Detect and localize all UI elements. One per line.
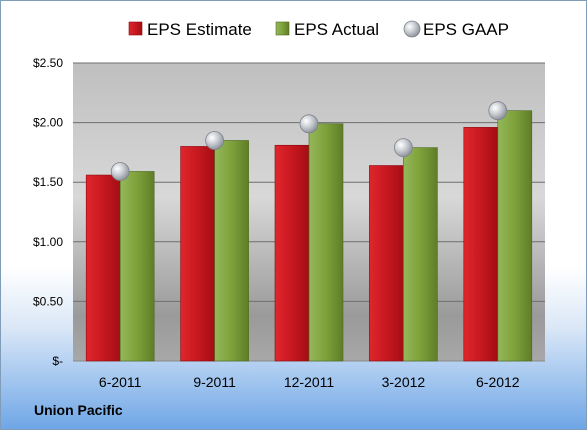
- estimate-bar: [180, 146, 215, 362]
- x-tick-label: 6-2012: [476, 374, 520, 390]
- actual-bar: [497, 110, 533, 362]
- y-tick-label: $1.50: [33, 175, 63, 189]
- estimate-bar: [85, 174, 121, 362]
- y-axis-ticks: $- $0.50 $1.00 $1.50 $2.00 $2.50: [33, 56, 63, 368]
- gaap-marker: [488, 101, 508, 121]
- x-tick-label: 6-2011: [99, 374, 142, 390]
- actual-bar: [308, 123, 344, 362]
- y-tick-label: $1.00: [33, 235, 63, 249]
- legend-actual-swatch: [275, 21, 290, 36]
- x-tick-label: 9-2011: [193, 374, 236, 390]
- estimate-bar: [463, 127, 499, 362]
- legend-gaap-swatch: [403, 20, 421, 38]
- gaap-markers: [110, 101, 508, 181]
- estimate-bar: [369, 165, 404, 362]
- x-axis-ticks: 6-2011 9-2011 12-2011 3-2012 6-2012: [99, 374, 520, 390]
- legend-estimate-swatch: [128, 21, 143, 36]
- actual-bar: [403, 147, 438, 362]
- gaap-marker: [299, 114, 319, 134]
- y-tick-label: $0.50: [33, 294, 63, 308]
- gaap-marker: [393, 138, 413, 158]
- estimate-bar: [274, 144, 310, 362]
- y-tick-label: $2.00: [33, 116, 63, 130]
- y-tick-label: $2.50: [33, 56, 63, 70]
- bars: [85, 110, 533, 362]
- actual-bar: [119, 171, 155, 362]
- y-tick-label: $-: [52, 354, 63, 368]
- gaap-marker: [110, 162, 130, 181]
- legend-actual-label: EPS Actual: [294, 20, 379, 39]
- x-tick-label: 12-2011: [284, 374, 335, 390]
- actual-bar: [214, 140, 249, 362]
- company-label: Union Pacific: [34, 402, 123, 418]
- legend: EPS Estimate EPS Actual EPS GAAP: [128, 20, 509, 39]
- legend-estimate-label: EPS Estimate: [147, 20, 252, 39]
- gaap-marker: [205, 131, 225, 150]
- legend-gaap-label: EPS GAAP: [423, 20, 509, 39]
- x-tick-label: 3-2012: [382, 374, 426, 390]
